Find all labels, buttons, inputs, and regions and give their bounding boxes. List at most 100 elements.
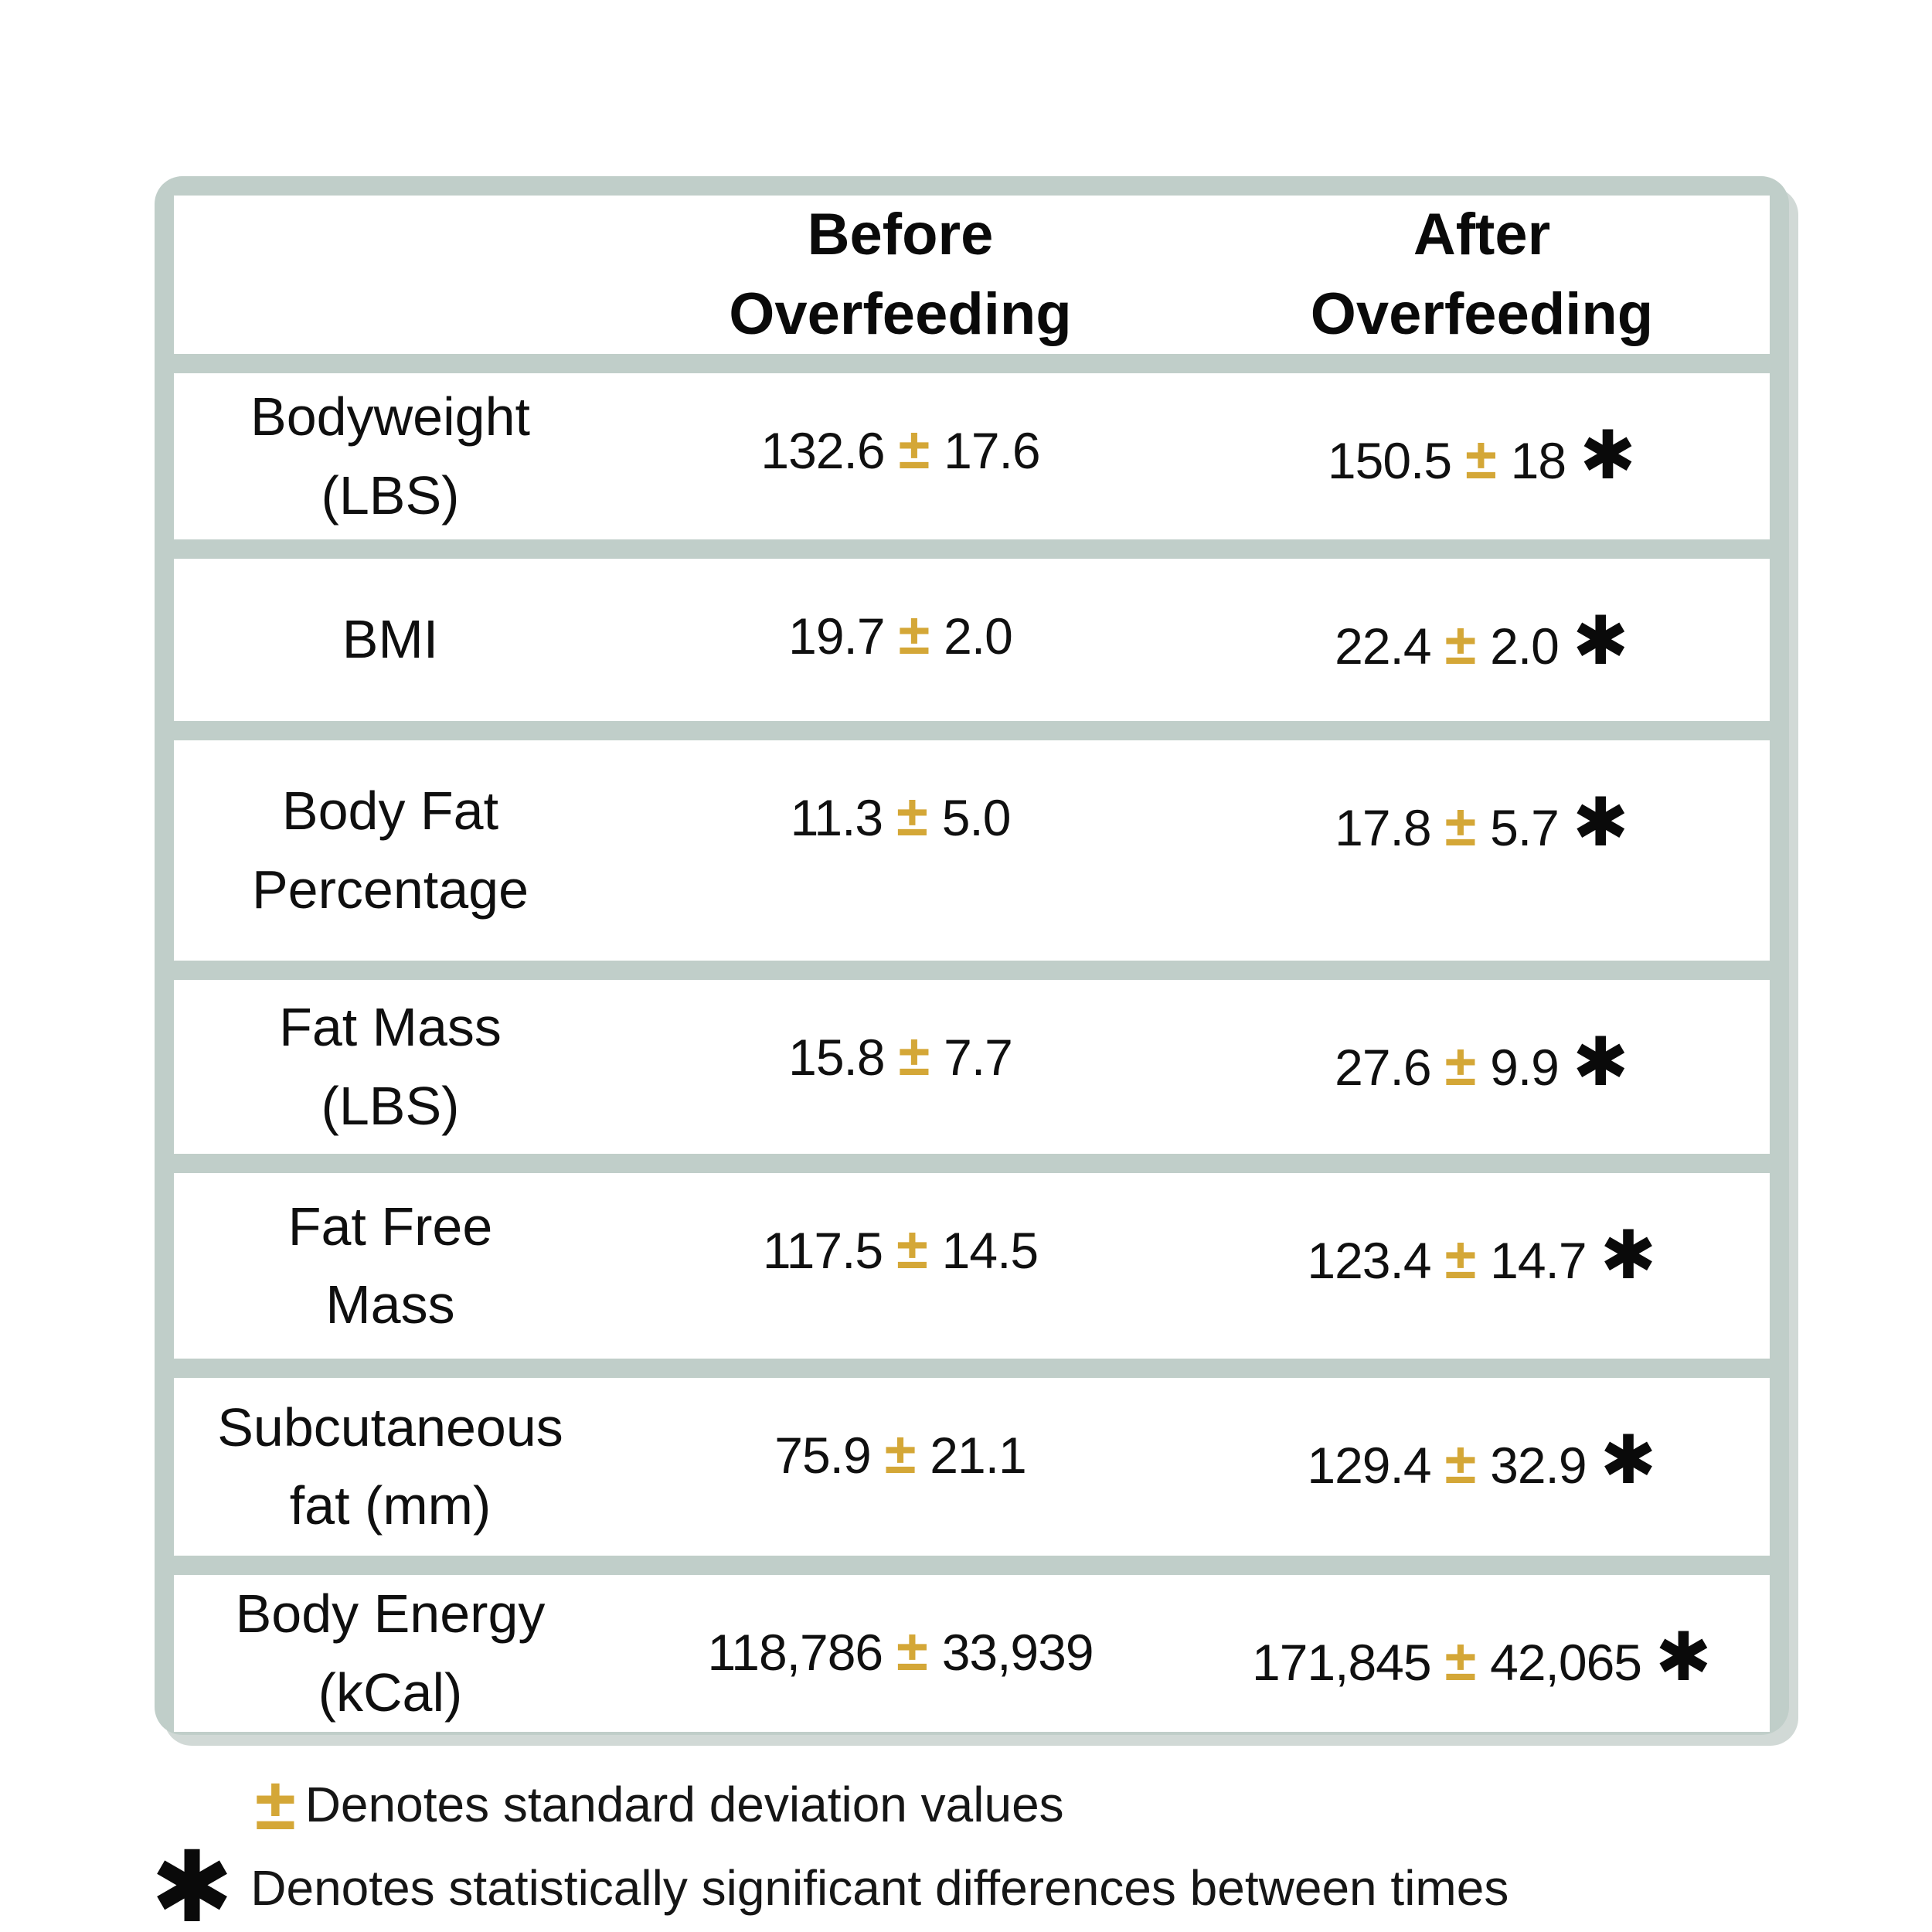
row-label-line1: Fat Mass bbox=[279, 997, 502, 1058]
before-mean: 118,786 bbox=[707, 1624, 883, 1682]
after-mean: 17.8 bbox=[1335, 799, 1431, 857]
after-mean: 123.4 bbox=[1307, 1232, 1431, 1290]
significance-asterisk-icon: ✱ bbox=[1572, 1022, 1629, 1102]
before-mean: 19.7 bbox=[788, 607, 885, 665]
plus-minus-icon: ± bbox=[1444, 794, 1477, 859]
before-value-cell: 75.9 ±21.1 bbox=[607, 1378, 1194, 1556]
after-sd: 32.9 bbox=[1490, 1437, 1587, 1495]
before-value-cell: 19.7 ±2.0 bbox=[607, 559, 1194, 721]
after-sd: 14.7 bbox=[1490, 1232, 1587, 1290]
before-sd: 21.1 bbox=[930, 1427, 1026, 1485]
after-sd: 9.9 bbox=[1490, 1039, 1560, 1097]
row-label-line1: BMI bbox=[342, 609, 439, 670]
row-label-line1: Subcutaneous bbox=[217, 1396, 563, 1458]
plus-minus-icon: ± bbox=[884, 1421, 917, 1486]
after-sd: 2.0 bbox=[1490, 617, 1560, 675]
row-label-line2: Mass bbox=[325, 1274, 455, 1335]
header-after-overfeeding: After Overfeeding bbox=[1194, 196, 1770, 354]
header-before-line2: Overfeeding bbox=[729, 281, 1072, 347]
row-label: Fat Mass (LBS) bbox=[174, 980, 607, 1154]
row-label-line1: Bodyweight bbox=[250, 386, 530, 447]
row-label-line2: (kCal) bbox=[318, 1662, 463, 1723]
row-label: Subcutaneous fat (mm) bbox=[174, 1378, 607, 1556]
before-sd: 7.7 bbox=[944, 1029, 1013, 1087]
after-value-cell: 123.4 ±14.7 ✱ bbox=[1194, 1173, 1770, 1359]
plus-minus-icon: ± bbox=[1444, 1431, 1477, 1496]
header-after-line1: After bbox=[1413, 202, 1551, 267]
legend-sd-note: ± Denotes standard deviation values bbox=[255, 1762, 1509, 1845]
before-sd: 14.5 bbox=[941, 1222, 1039, 1280]
legend: ± Denotes standard deviation values ✱ De… bbox=[151, 1762, 1509, 1932]
legend-sd-text: Denotes standard deviation values bbox=[304, 1777, 1064, 1832]
after-sd: 18 bbox=[1510, 432, 1566, 490]
before-mean: 117.5 bbox=[762, 1222, 883, 1280]
plus-minus-icon: ± bbox=[1444, 1628, 1477, 1693]
row-label-line2: (LBS) bbox=[321, 1075, 460, 1136]
row-label-line2: Percentage bbox=[251, 859, 529, 920]
before-value-cell: 118,786 ±33,939 bbox=[607, 1575, 1194, 1732]
row-label-line2: (LBS) bbox=[321, 464, 460, 526]
after-value-cell: 171,845 ±42,065 ✱ bbox=[1194, 1575, 1770, 1732]
table-row-bodyweight: Bodyweight (LBS) 132.6 ±17.6 150.5 ±18 ✱ bbox=[174, 373, 1770, 540]
table-header-row: Before Overfeeding After Overfeeding bbox=[174, 196, 1770, 355]
significance-asterisk-icon: ✱ bbox=[151, 1830, 234, 1932]
significance-asterisk-icon: ✱ bbox=[1572, 783, 1629, 862]
header-after-line2: Overfeeding bbox=[1310, 281, 1654, 347]
significance-asterisk-icon: ✱ bbox=[1600, 1420, 1657, 1500]
plus-minus-icon: ± bbox=[1444, 612, 1477, 677]
legend-significance-note: ✱ Denotes statistically significant diff… bbox=[151, 1830, 1509, 1932]
row-label: Bodyweight (LBS) bbox=[174, 373, 607, 539]
after-mean: 150.5 bbox=[1327, 432, 1452, 490]
row-label-line1: Body Energy bbox=[235, 1583, 546, 1645]
before-mean: 11.3 bbox=[790, 789, 884, 847]
row-label: Body Fat Percentage bbox=[174, 740, 607, 961]
after-sd: 5.7 bbox=[1490, 799, 1560, 857]
after-mean: 129.4 bbox=[1307, 1437, 1431, 1495]
row-label: BMI bbox=[174, 559, 607, 721]
significance-asterisk-icon: ✱ bbox=[1600, 1216, 1657, 1295]
plus-minus-icon: ± bbox=[898, 417, 930, 481]
row-label-line2: fat (mm) bbox=[289, 1475, 492, 1536]
plus-minus-icon: ± bbox=[898, 602, 930, 667]
table-row-subcutaneous-fat: Subcutaneous fat (mm) 75.9 ±21.1 129.4 ±32… bbox=[174, 1378, 1770, 1556]
plus-minus-icon: ± bbox=[896, 1216, 928, 1281]
before-mean: 132.6 bbox=[760, 422, 885, 480]
significance-asterisk-icon: ✱ bbox=[1655, 1617, 1712, 1697]
table-row-body-fat-percentage: Body Fat Percentage 11.3 ±5.0 17.8 ±5.7 ✱ bbox=[174, 740, 1770, 961]
after-value-cell: 129.4 ±32.9 ✱ bbox=[1194, 1378, 1770, 1556]
plus-minus-icon: ± bbox=[1465, 427, 1497, 492]
before-mean: 15.8 bbox=[788, 1029, 885, 1087]
significance-asterisk-icon: ✱ bbox=[1580, 416, 1637, 495]
before-sd: 5.0 bbox=[941, 789, 1012, 847]
header-before-overfeeding: Before Overfeeding bbox=[607, 196, 1194, 354]
header-before-line1: Before bbox=[807, 202, 994, 267]
row-label-line1: Fat Free bbox=[287, 1196, 493, 1257]
before-value-cell: 15.8 ±7.7 bbox=[607, 980, 1194, 1154]
table-row-fat-mass: Fat Mass (LBS) 15.8 ±7.7 27.6 ±9.9 ✱ bbox=[174, 980, 1770, 1155]
plus-minus-icon: ± bbox=[896, 1618, 928, 1683]
plus-minus-icon: ± bbox=[1444, 1033, 1477, 1098]
header-empty-cell bbox=[174, 196, 607, 354]
after-sd: 42,065 bbox=[1490, 1634, 1642, 1692]
after-value-cell: 150.5 ±18 ✱ bbox=[1194, 373, 1770, 539]
plus-minus-icon: ± bbox=[1444, 1226, 1477, 1291]
plus-minus-icon: ± bbox=[896, 784, 928, 849]
after-mean: 22.4 bbox=[1335, 617, 1431, 675]
table-row-body-energy: Body Energy (kCal) 118,786 ±33,939 171,84… bbox=[174, 1575, 1770, 1733]
before-mean: 75.9 bbox=[774, 1427, 871, 1485]
table-row-fat-free-mass: Fat Free Mass 117.5 ±14.5 123.4 ±14.7 ✱ bbox=[174, 1173, 1770, 1359]
plus-minus-icon: ± bbox=[255, 1762, 296, 1845]
row-label: Body Energy (kCal) bbox=[174, 1575, 607, 1732]
before-sd: 33,939 bbox=[941, 1624, 1094, 1682]
after-mean: 27.6 bbox=[1335, 1039, 1431, 1097]
row-label-line1: Body Fat bbox=[281, 781, 499, 842]
after-mean: 171,845 bbox=[1251, 1634, 1432, 1692]
before-value-cell: 117.5 ±14.5 bbox=[607, 1173, 1194, 1359]
before-value-cell: 132.6 ±17.6 bbox=[607, 373, 1194, 539]
significance-asterisk-icon: ✱ bbox=[1572, 601, 1629, 681]
plus-minus-icon: ± bbox=[898, 1023, 930, 1088]
overfeeding-results-table: Before Overfeeding After Overfeeding Bod… bbox=[155, 176, 1789, 1735]
after-value-cell: 22.4 ±2.0 ✱ bbox=[1194, 559, 1770, 721]
legend-significance-text: Denotes statistically significant differ… bbox=[250, 1860, 1509, 1916]
